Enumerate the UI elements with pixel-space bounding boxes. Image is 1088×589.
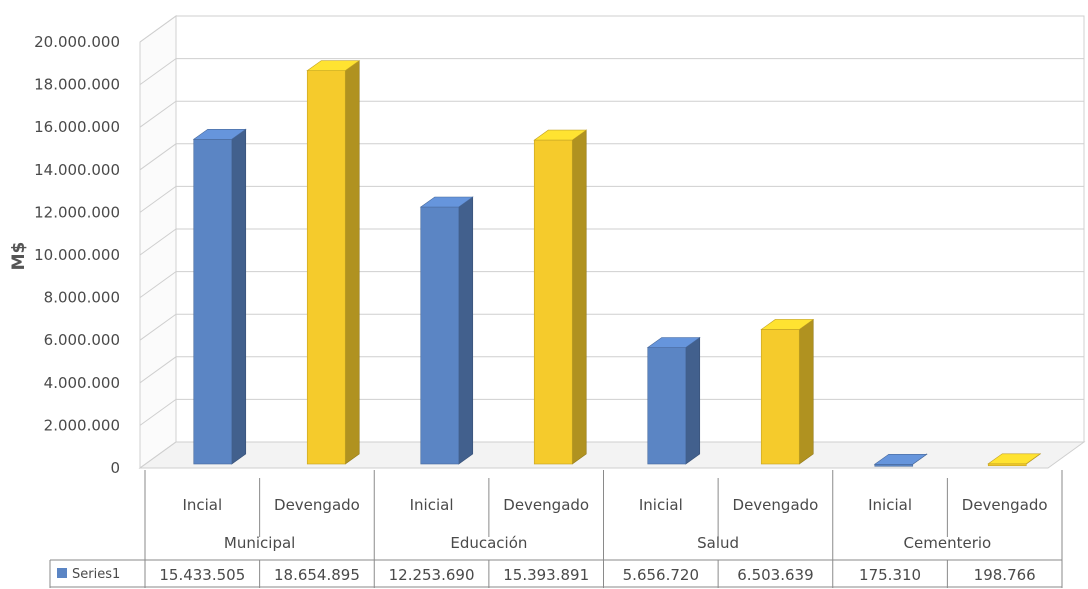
legend-swatch: [57, 568, 67, 578]
group-label: Salud: [697, 534, 739, 552]
gridline: [139, 58, 1084, 86]
bar: [306, 70, 346, 465]
y-tick-label: 8.000.000: [44, 289, 120, 307]
bar-side: [685, 336, 701, 465]
gridline: [139, 313, 1084, 341]
group-label: Educación: [450, 534, 527, 552]
gridline: [139, 100, 1084, 128]
gridline: [139, 228, 1084, 256]
bar-top: [419, 196, 474, 208]
y-tick-label: 4.000.000: [44, 374, 120, 392]
gridline: [139, 143, 1084, 171]
bar: [420, 206, 460, 465]
data-label: 198.766: [974, 566, 1036, 584]
bar: [760, 329, 800, 465]
x-tick-label: Inicial: [868, 496, 912, 514]
y-tick-label: 12.000.000: [34, 203, 120, 221]
y-tick-label: 20.000.000: [34, 33, 120, 51]
data-label: 15.433.505: [159, 566, 245, 584]
floor: [138, 441, 1086, 469]
x-tick-label: Inicial: [410, 496, 454, 514]
y-tick-label: 6.000.000: [44, 331, 120, 349]
y-tick-label: 18.000.000: [34, 76, 120, 94]
legend-series-name: Series1: [72, 567, 120, 582]
data-label: 15.393.891: [503, 566, 589, 584]
data-label: 5.656.720: [623, 566, 699, 584]
data-label: 12.253.690: [389, 566, 475, 584]
x-tick-label: Inicial: [639, 496, 683, 514]
data-label: 175.310: [859, 566, 921, 584]
y-tick-label: 10.000.000: [34, 246, 120, 264]
bar-side: [571, 129, 587, 465]
bar-top: [192, 128, 247, 140]
gridline: [139, 185, 1084, 213]
x-tick-label: Devengado: [274, 496, 360, 514]
x-tick-label: Devengado: [503, 496, 589, 514]
bar-top: [987, 453, 1042, 465]
group-label: Municipal: [224, 534, 295, 552]
y-axis-label: M$: [9, 242, 29, 271]
bar-side: [798, 318, 814, 465]
y-tick-label: 14.000.000: [34, 161, 120, 179]
x-tick-label: Devengado: [962, 496, 1048, 514]
bar-side: [344, 60, 360, 465]
bar-top: [533, 129, 588, 141]
bar: [647, 347, 687, 465]
bar-side: [458, 196, 474, 465]
x-tick-label: Incial: [182, 496, 222, 514]
x-tick-label: Devengado: [733, 496, 819, 514]
bar: [193, 138, 233, 465]
bar-top: [760, 319, 815, 330]
bar-top: [873, 453, 928, 465]
data-label: 18.654.895: [274, 566, 360, 584]
bar-side: [231, 128, 247, 465]
y-tick-label: 0: [110, 459, 120, 477]
gridline: [139, 271, 1084, 299]
group-label: Cementerio: [904, 534, 992, 552]
bar-top: [646, 337, 701, 348]
data-label: 6.503.639: [737, 566, 813, 584]
bar-top: [306, 60, 361, 71]
y-tick-label: 2.000.000: [44, 416, 120, 434]
y-tick-label: 16.000.000: [34, 118, 120, 136]
bar: [533, 139, 573, 465]
gridline: [139, 15, 1084, 43]
